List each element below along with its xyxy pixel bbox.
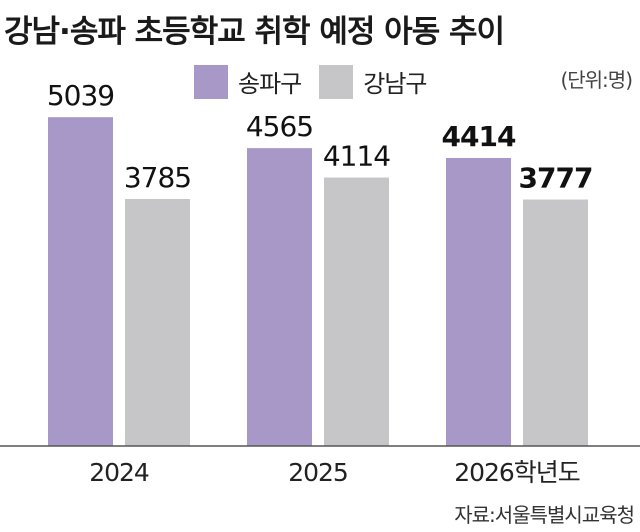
source-note: 자료:서울특별시교육청 xyxy=(454,503,635,527)
value-label-songpa-2025: 4565 xyxy=(246,110,313,143)
value-label-gangnam-2026학년도: 3777 xyxy=(519,162,593,195)
legend-label-gangnam: 강남구 xyxy=(363,70,427,98)
legend-swatch-gangnam xyxy=(319,64,354,99)
x-tick-label-2025: 2025 xyxy=(288,458,348,487)
x-tick-label-2026학년도: 2026학년도 xyxy=(454,458,580,487)
value-label-songpa-2026학년도: 4414 xyxy=(442,120,516,153)
value-label-songpa-2024: 5039 xyxy=(47,79,114,112)
bar-songpa-2024 xyxy=(48,117,113,446)
bar-songpa-2026학년도 xyxy=(446,157,511,446)
bar-gangnam-2025 xyxy=(324,177,389,446)
bar-gangnam-2024 xyxy=(125,199,190,446)
legend-swatch-songpa xyxy=(194,64,228,99)
x-tick-label-2024: 2024 xyxy=(89,458,149,487)
legend: 송파구 강남구 xyxy=(194,64,445,99)
legend-label-songpa: 송파구 xyxy=(238,70,302,98)
bar-gangnam-2026학년도 xyxy=(523,199,588,446)
value-label-gangnam-2024: 3785 xyxy=(124,161,191,194)
value-label-gangnam-2025: 4114 xyxy=(323,140,390,173)
legend-item-songpa: 송파구 xyxy=(194,64,302,99)
legend-item-gangnam: 강남구 xyxy=(319,64,428,99)
bar-songpa-2025 xyxy=(247,148,312,446)
unit-label: (단위:명) xyxy=(560,68,633,92)
chart-title: 강남·송파 초등학교 취학 예정 아동 추이 xyxy=(4,14,505,50)
